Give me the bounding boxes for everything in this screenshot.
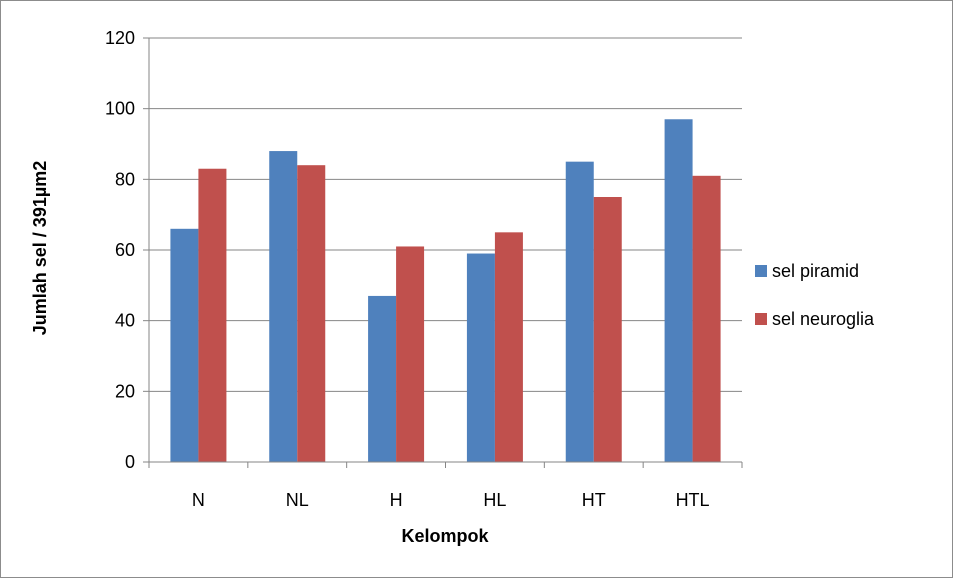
y-tick-label: 0	[125, 452, 135, 472]
legend-swatch	[755, 313, 767, 325]
y-tick-label: 100	[105, 99, 135, 119]
axes: 0 20 40 60 80 100 120 N NL H HL HT HTL	[105, 28, 743, 510]
bar-sel-piramid-htl	[664, 119, 693, 463]
bar-sel-neuroglia-n	[198, 168, 227, 462]
x-axis-title: Kelompok	[401, 526, 489, 546]
x-tick-label: HT	[582, 490, 606, 510]
legend-swatch	[755, 265, 767, 277]
bar-sel-neuroglia-nl	[297, 165, 326, 462]
legend-label: sel neuroglia	[772, 309, 875, 329]
y-tick-label: 40	[115, 311, 135, 331]
x-tick-label: HTL	[676, 490, 710, 510]
x-tick-label: HL	[483, 490, 506, 510]
legend-label: sel piramid	[772, 261, 859, 281]
legend: sel piramid sel neuroglia	[755, 261, 875, 329]
y-tick-label: 60	[115, 240, 135, 260]
bar-sel-piramid-n	[170, 228, 199, 462]
y-tick-label: 120	[105, 28, 135, 48]
y-axis-title: Jumlah sel / 391µm2	[30, 161, 50, 335]
bar-sel-neuroglia-h	[396, 246, 425, 462]
bar-sel-neuroglia-ht	[593, 197, 622, 462]
bars	[170, 119, 721, 463]
bar-sel-piramid-hl	[466, 253, 495, 462]
x-tick-label: NL	[286, 490, 309, 510]
bar-sel-piramid-nl	[269, 151, 298, 463]
x-tick-label: N	[192, 490, 205, 510]
bar-sel-neuroglia-hl	[494, 232, 523, 462]
x-tick-label: H	[390, 490, 403, 510]
gridlines	[149, 37, 742, 392]
y-tick-label: 20	[115, 381, 135, 401]
y-tick-label: 80	[115, 169, 135, 189]
bar-sel-piramid-ht	[565, 161, 594, 462]
bar-sel-piramid-h	[368, 295, 397, 462]
bar-sel-neuroglia-htl	[692, 175, 721, 463]
